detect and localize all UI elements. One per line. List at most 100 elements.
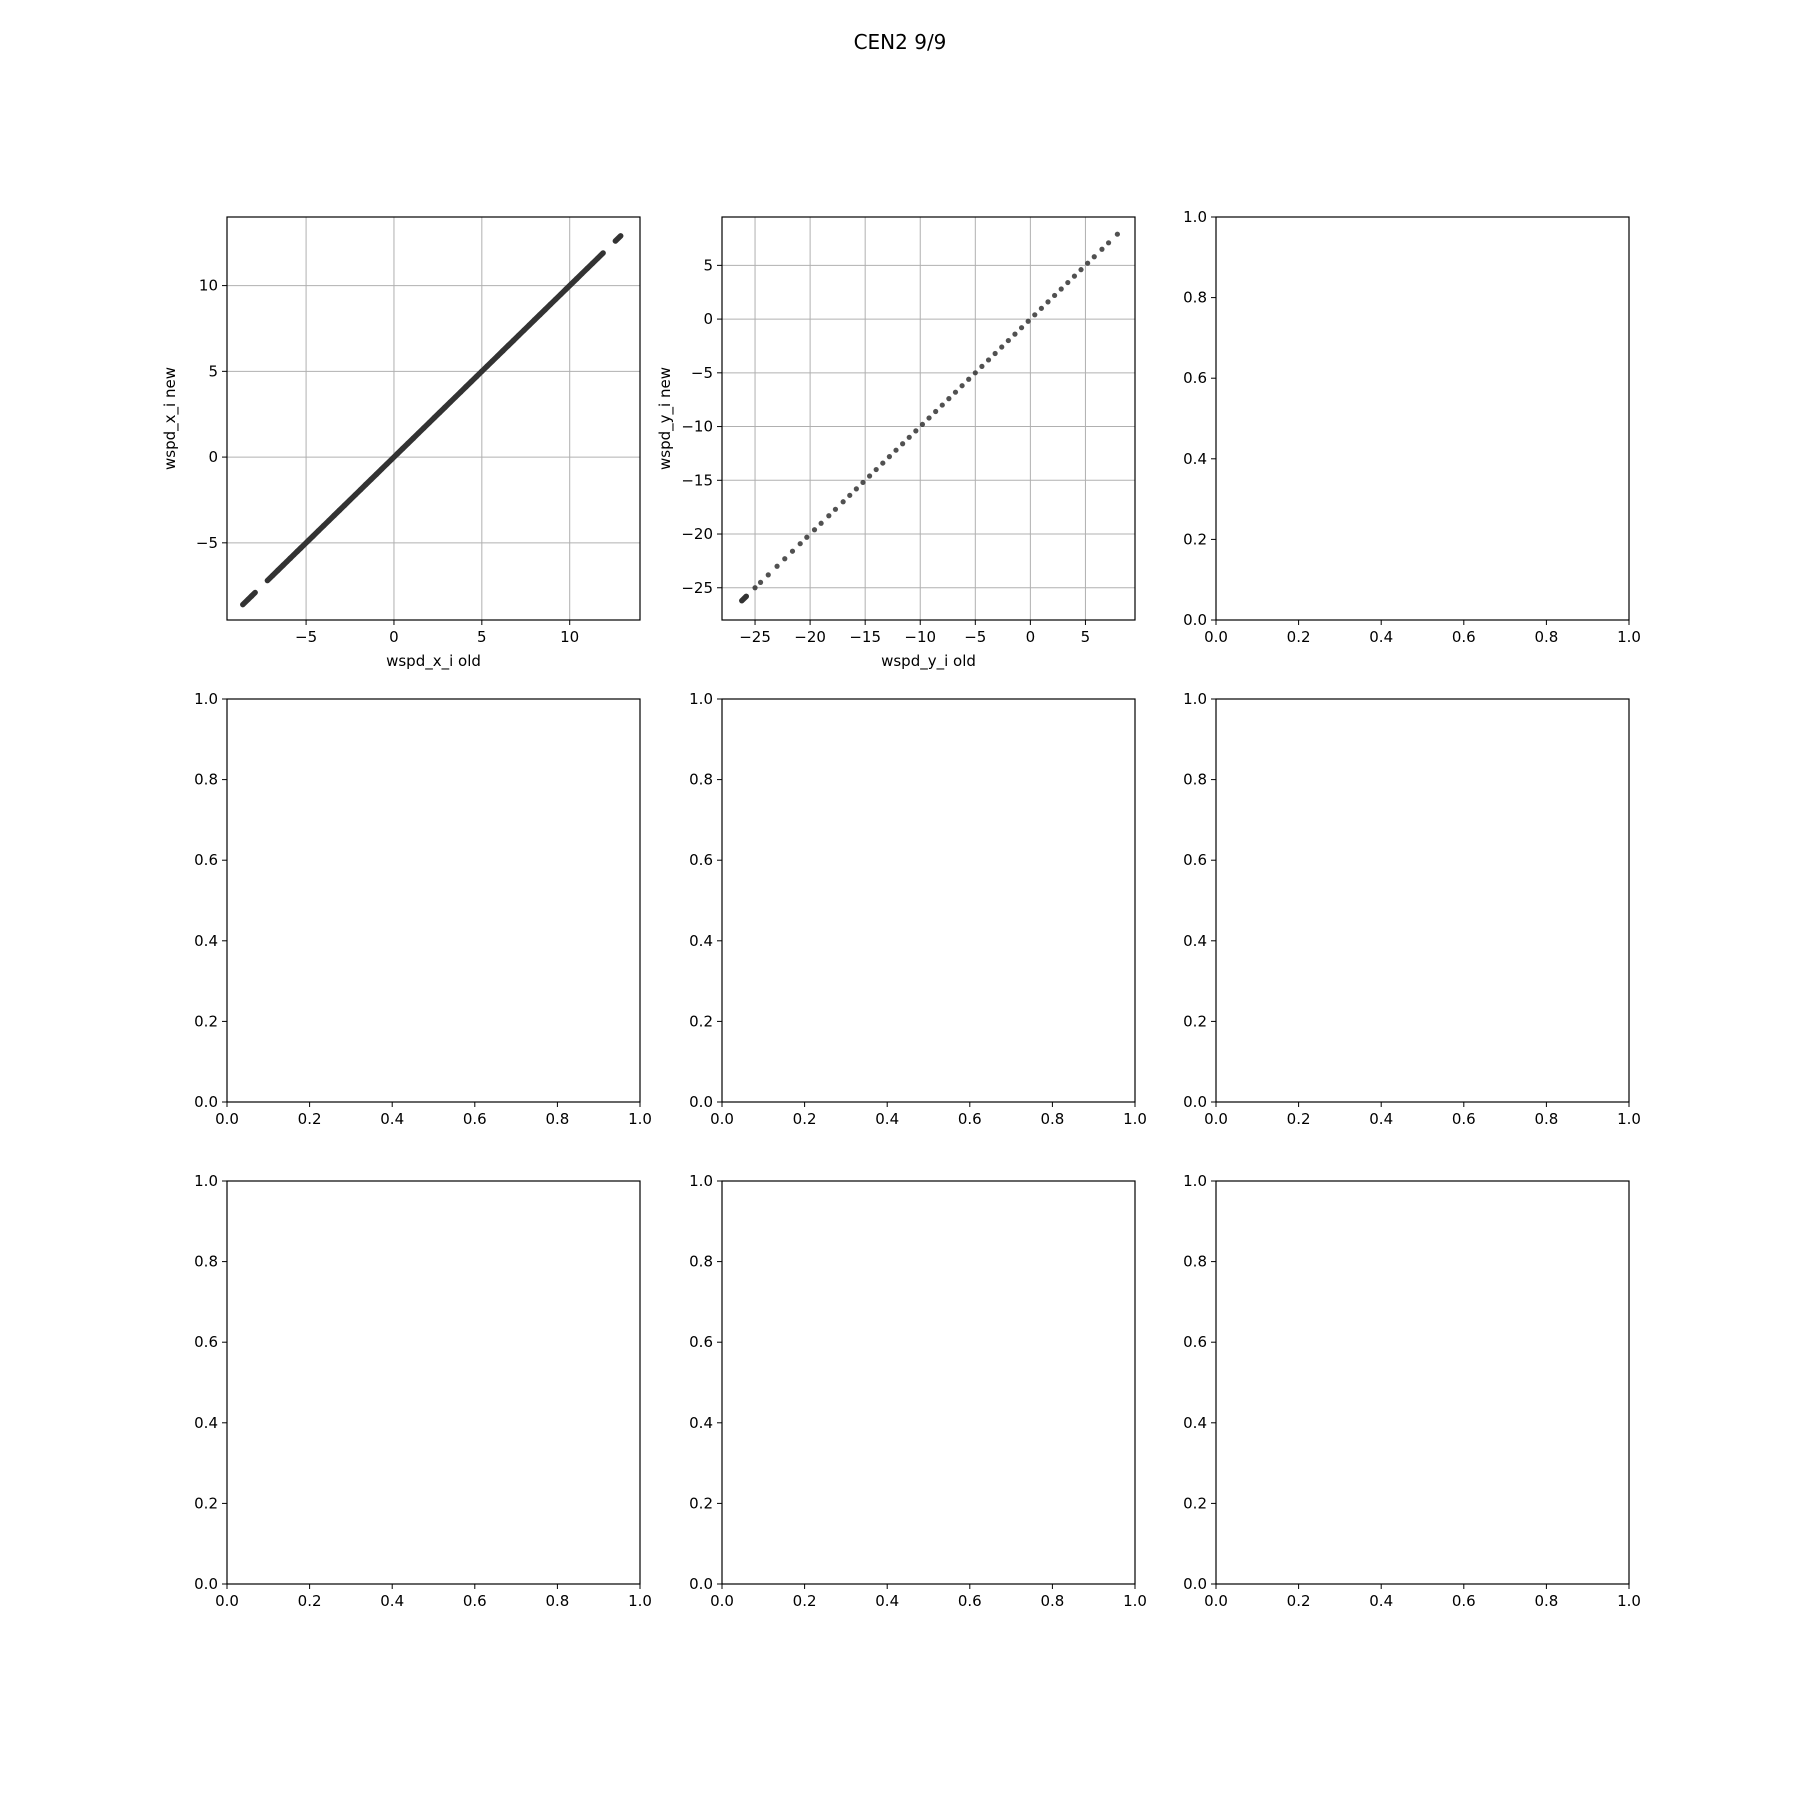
y-tick-label: 0.6 bbox=[194, 1333, 218, 1351]
x-tick-label: 0.4 bbox=[875, 1592, 899, 1610]
data-point bbox=[847, 492, 853, 498]
subplot-9: 0.0 0.2 0.4 0.6 0.8 1.0 0.0 0.2 0.4 0.6 0.8 1.0 bbox=[1183, 1172, 1641, 1610]
subplot-4: 0.0 0.2 0.4 0.6 0.8 1.0 0.0 0.2 0.4 0.6 0.8 1.0 bbox=[194, 690, 652, 1128]
data-point bbox=[1099, 246, 1105, 252]
y-tick-label: 0.2 bbox=[1183, 1494, 1207, 1512]
scatter-series-1 bbox=[240, 233, 624, 608]
axes-frame bbox=[1215, 216, 1630, 621]
data-point bbox=[906, 434, 912, 440]
y-tick-label: 0.4 bbox=[194, 932, 218, 950]
y-tick-label: −5 bbox=[691, 364, 713, 382]
x-tick-label: 1.0 bbox=[628, 1110, 652, 1128]
axes-frame bbox=[721, 698, 1136, 1103]
data-point bbox=[900, 441, 906, 447]
x-tick-label: 0.4 bbox=[380, 1110, 404, 1128]
data-point bbox=[886, 454, 893, 460]
data-point bbox=[826, 513, 832, 519]
axes-frame bbox=[226, 216, 641, 621]
y-tick-label: 0.4 bbox=[1183, 932, 1207, 950]
data-point bbox=[1085, 260, 1091, 266]
x-tick-label: 0.6 bbox=[1452, 1110, 1476, 1128]
x-tick-label: 0.6 bbox=[958, 1592, 982, 1610]
x-tick-label: 0.2 bbox=[298, 1110, 322, 1128]
x-tick-label: 0.0 bbox=[710, 1592, 734, 1610]
data-point bbox=[913, 428, 919, 434]
data-point bbox=[992, 350, 998, 357]
y-tick-label: 0.0 bbox=[689, 1575, 713, 1593]
x-axis-label: wspd_y_i old bbox=[881, 652, 976, 671]
x-tick-label: 0.0 bbox=[1204, 1110, 1228, 1128]
data-point bbox=[832, 506, 839, 512]
axes-frame bbox=[1215, 698, 1630, 1103]
y-tick-label: 1.0 bbox=[689, 1172, 713, 1190]
y-tick-label: 0.4 bbox=[1183, 1414, 1207, 1432]
y-tick-label: 0.8 bbox=[194, 1253, 218, 1271]
data-point bbox=[866, 473, 873, 479]
data-point bbox=[1025, 318, 1031, 324]
y-axis-label: wspd_y_i new bbox=[656, 367, 675, 470]
x-tick-label: 0.8 bbox=[545, 1110, 569, 1128]
x-tick-label: 0.2 bbox=[793, 1592, 817, 1610]
x-tick-label: 0.8 bbox=[1040, 1110, 1064, 1128]
y-tick-label: 0.6 bbox=[689, 1333, 713, 1351]
data-point-band bbox=[595, 250, 606, 261]
x-tick-label: 0.4 bbox=[1369, 1592, 1393, 1610]
x-tick-label: 0.4 bbox=[1369, 1110, 1393, 1128]
x-tick-label: 1.0 bbox=[628, 1592, 652, 1610]
axes-frame bbox=[226, 698, 641, 1103]
data-point bbox=[1065, 279, 1071, 286]
axes-frame bbox=[721, 216, 1136, 621]
data-point bbox=[946, 396, 952, 402]
data-point bbox=[959, 383, 965, 389]
x-tick-label: −5 bbox=[964, 628, 986, 646]
y-tick-label: 0.6 bbox=[1183, 1333, 1207, 1351]
y-tick-label: 10 bbox=[199, 277, 218, 295]
x-tick-label: 0.0 bbox=[1204, 1592, 1228, 1610]
data-point bbox=[752, 585, 758, 591]
y-tick-label: 0.0 bbox=[1183, 1575, 1207, 1593]
x-tick-label: 0 bbox=[1026, 628, 1036, 646]
y-tick-label: 0.0 bbox=[689, 1093, 713, 1111]
y-tick-label: 0.2 bbox=[194, 1012, 218, 1030]
y-tick-label: 0.2 bbox=[689, 1494, 713, 1512]
x-tick-label: 1.0 bbox=[1123, 1110, 1147, 1128]
data-point bbox=[811, 527, 818, 533]
subplot-6: 0.0 0.2 0.4 0.6 0.8 1.0 0.0 0.2 0.4 0.6 0.8 1.0 bbox=[1183, 690, 1641, 1128]
x-axis-label: wspd_x_i old bbox=[386, 652, 481, 671]
x-tick-label: 0.6 bbox=[958, 1110, 982, 1128]
x-tick-label: 0.4 bbox=[875, 1110, 899, 1128]
x-tick-label: −15 bbox=[849, 628, 881, 646]
y-tick-label: 0.2 bbox=[1183, 530, 1207, 548]
x-tick-label: 0.0 bbox=[1204, 628, 1228, 646]
data-point bbox=[840, 499, 846, 505]
data-point bbox=[985, 357, 992, 363]
y-tick-label: 0.8 bbox=[1183, 771, 1207, 789]
x-tick-label: 0.2 bbox=[1287, 1592, 1311, 1610]
data-point bbox=[880, 460, 886, 466]
data-point bbox=[804, 534, 810, 540]
y-tick-label: 0.8 bbox=[1183, 289, 1207, 307]
data-point bbox=[797, 541, 803, 547]
data-point bbox=[1058, 286, 1064, 292]
x-tick-label: 0.2 bbox=[298, 1592, 322, 1610]
y-tick-label: −5 bbox=[196, 534, 218, 552]
x-tick-label: 0.8 bbox=[1534, 1110, 1558, 1128]
x-tick-label: 0.8 bbox=[545, 1592, 569, 1610]
data-point bbox=[1012, 331, 1018, 337]
y-tick-label: 1.0 bbox=[689, 690, 713, 708]
x-tick-label: 0.0 bbox=[215, 1110, 239, 1128]
data-point bbox=[782, 556, 788, 562]
y-tick-label: 0 bbox=[703, 310, 713, 328]
data-point bbox=[1032, 312, 1038, 318]
data-point bbox=[818, 520, 824, 526]
x-tick-label: 0.0 bbox=[215, 1592, 239, 1610]
x-tick-label: 0 bbox=[389, 628, 399, 646]
x-tick-label: 1.0 bbox=[1617, 1110, 1641, 1128]
y-tick-label: 0.4 bbox=[689, 1414, 713, 1432]
x-tick-label: 0.8 bbox=[1040, 1592, 1064, 1610]
data-point bbox=[1018, 325, 1025, 331]
subplot-1: −5 0 5 10 −5 0 5 10 wspd_x_i old wspd_x_i new bbox=[161, 216, 641, 671]
data-point bbox=[893, 447, 899, 453]
y-tick-label: 1.0 bbox=[1183, 208, 1207, 226]
